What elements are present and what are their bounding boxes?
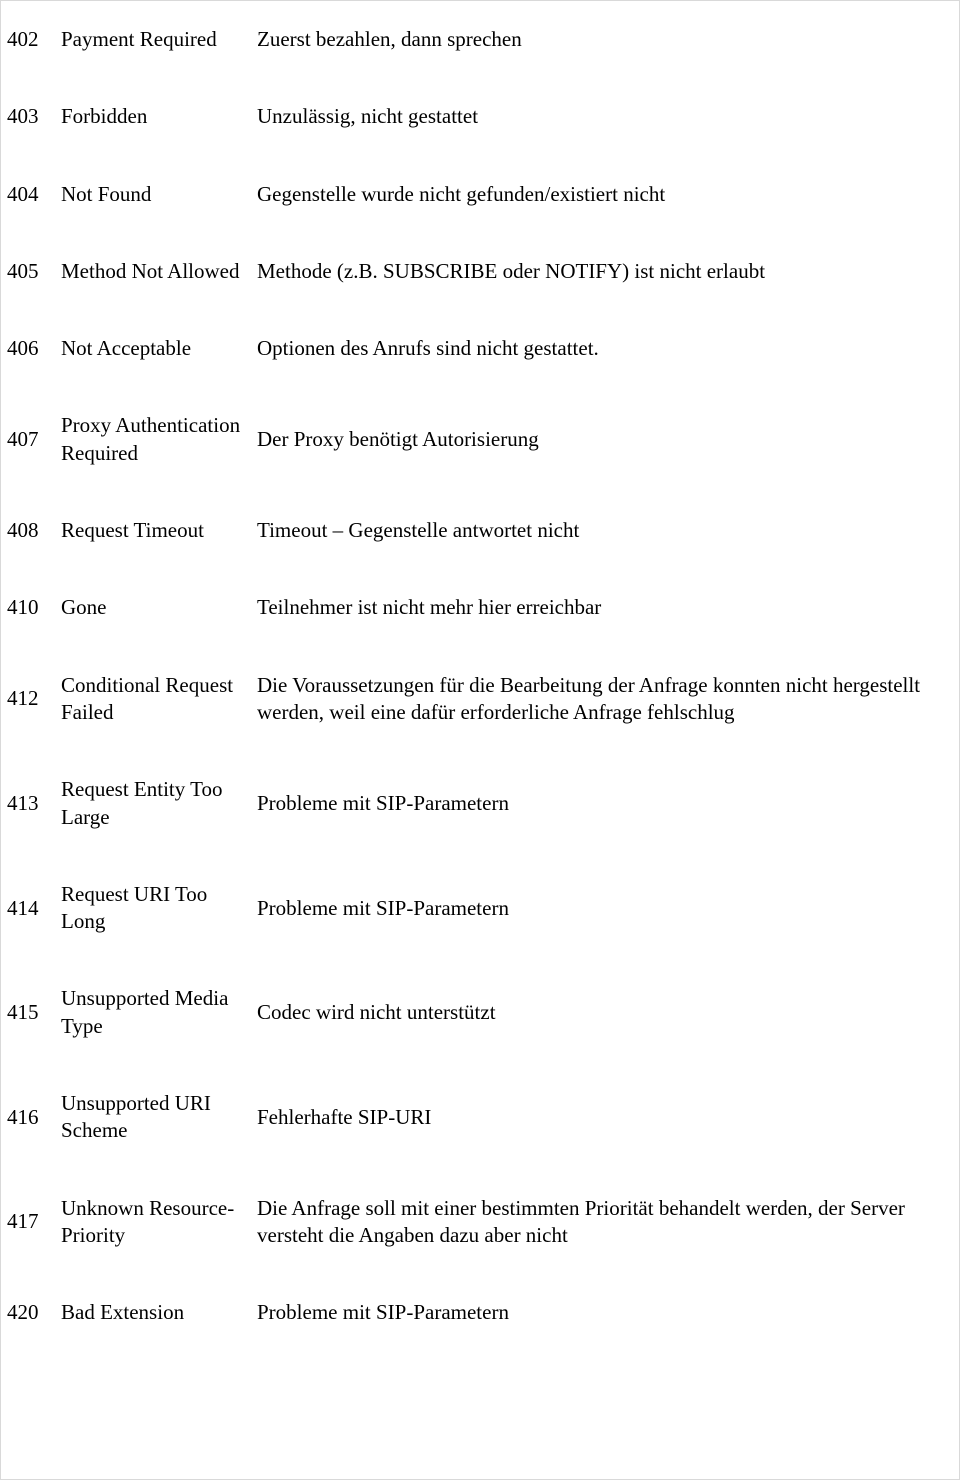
name-cell: Payment Required bbox=[57, 1, 253, 78]
page-container: 402Payment RequiredZuerst bezahlen, dann… bbox=[0, 0, 960, 1480]
table-row: 414Request URI Too LongProbleme mit SIP-… bbox=[1, 856, 959, 961]
table-row: 403ForbiddenUnzulässig, nicht gestattet bbox=[1, 78, 959, 155]
code-cell: 412 bbox=[1, 647, 57, 752]
code-cell: 417 bbox=[1, 1170, 57, 1275]
description-cell: Der Proxy benötigt Autorisierung bbox=[253, 387, 959, 492]
name-cell: Method Not Allowed bbox=[57, 233, 253, 310]
description-cell: Codec wird nicht unterstützt bbox=[253, 960, 959, 1065]
name-cell: Proxy Authentication Required bbox=[57, 387, 253, 492]
table-row: 415Unsupported Media TypeCodec wird nich… bbox=[1, 960, 959, 1065]
table-row: 410GoneTeilnehmer ist nicht mehr hier er… bbox=[1, 569, 959, 646]
name-cell: Request Timeout bbox=[57, 492, 253, 569]
name-cell: Request URI Too Long bbox=[57, 856, 253, 961]
code-cell: 402 bbox=[1, 1, 57, 78]
code-cell: 420 bbox=[1, 1274, 57, 1351]
description-cell: Gegenstelle wurde nicht gefunden/existie… bbox=[253, 156, 959, 233]
code-cell: 416 bbox=[1, 1065, 57, 1170]
table-row: 402Payment RequiredZuerst bezahlen, dann… bbox=[1, 1, 959, 78]
description-cell: Methode (z.B. SUBSCRIBE oder NOTIFY) ist… bbox=[253, 233, 959, 310]
code-cell: 415 bbox=[1, 960, 57, 1065]
name-cell: Not Acceptable bbox=[57, 310, 253, 387]
description-cell: Probleme mit SIP-Parametern bbox=[253, 1274, 959, 1351]
table-row: 406Not AcceptableOptionen des Anrufs sin… bbox=[1, 310, 959, 387]
description-cell: Probleme mit SIP-Parametern bbox=[253, 856, 959, 961]
table-row: 407Proxy Authentication RequiredDer Prox… bbox=[1, 387, 959, 492]
name-cell: Unsupported URI Scheme bbox=[57, 1065, 253, 1170]
table-body: 402Payment RequiredZuerst bezahlen, dann… bbox=[1, 1, 959, 1352]
table-row: 405Method Not AllowedMethode (z.B. SUBSC… bbox=[1, 233, 959, 310]
description-cell: Timeout – Gegenstelle antwortet nicht bbox=[253, 492, 959, 569]
code-cell: 404 bbox=[1, 156, 57, 233]
code-cell: 414 bbox=[1, 856, 57, 961]
description-cell: Unzulässig, nicht gestattet bbox=[253, 78, 959, 155]
table-row: 416Unsupported URI SchemeFehlerhafte SIP… bbox=[1, 1065, 959, 1170]
code-cell: 408 bbox=[1, 492, 57, 569]
table-row: 417Unknown Resource-PriorityDie Anfrage … bbox=[1, 1170, 959, 1275]
table-row: 412Conditional Request FailedDie Vorauss… bbox=[1, 647, 959, 752]
code-cell: 407 bbox=[1, 387, 57, 492]
description-cell: Optionen des Anrufs sind nicht gestattet… bbox=[253, 310, 959, 387]
description-cell: Probleme mit SIP-Parametern bbox=[253, 751, 959, 856]
table-row: 404Not FoundGegenstelle wurde nicht gefu… bbox=[1, 156, 959, 233]
description-cell: Teilnehmer ist nicht mehr hier erreichba… bbox=[253, 569, 959, 646]
name-cell: Request Entity Too Large bbox=[57, 751, 253, 856]
description-cell: Fehlerhafte SIP-URI bbox=[253, 1065, 959, 1170]
code-cell: 413 bbox=[1, 751, 57, 856]
name-cell: Unknown Resource-Priority bbox=[57, 1170, 253, 1275]
description-cell: Die Voraussetzungen für die Bearbeitung … bbox=[253, 647, 959, 752]
code-cell: 410 bbox=[1, 569, 57, 646]
status-codes-table: 402Payment RequiredZuerst bezahlen, dann… bbox=[1, 1, 959, 1352]
description-cell: Die Anfrage soll mit einer bestimmten Pr… bbox=[253, 1170, 959, 1275]
name-cell: Conditional Request Failed bbox=[57, 647, 253, 752]
name-cell: Forbidden bbox=[57, 78, 253, 155]
table-row: 420Bad ExtensionProbleme mit SIP-Paramet… bbox=[1, 1274, 959, 1351]
code-cell: 406 bbox=[1, 310, 57, 387]
name-cell: Not Found bbox=[57, 156, 253, 233]
table-row: 413Request Entity Too LargeProbleme mit … bbox=[1, 751, 959, 856]
name-cell: Unsupported Media Type bbox=[57, 960, 253, 1065]
code-cell: 405 bbox=[1, 233, 57, 310]
table-row: 408Request TimeoutTimeout – Gegenstelle … bbox=[1, 492, 959, 569]
description-cell: Zuerst bezahlen, dann sprechen bbox=[253, 1, 959, 78]
code-cell: 403 bbox=[1, 78, 57, 155]
name-cell: Gone bbox=[57, 569, 253, 646]
name-cell: Bad Extension bbox=[57, 1274, 253, 1351]
